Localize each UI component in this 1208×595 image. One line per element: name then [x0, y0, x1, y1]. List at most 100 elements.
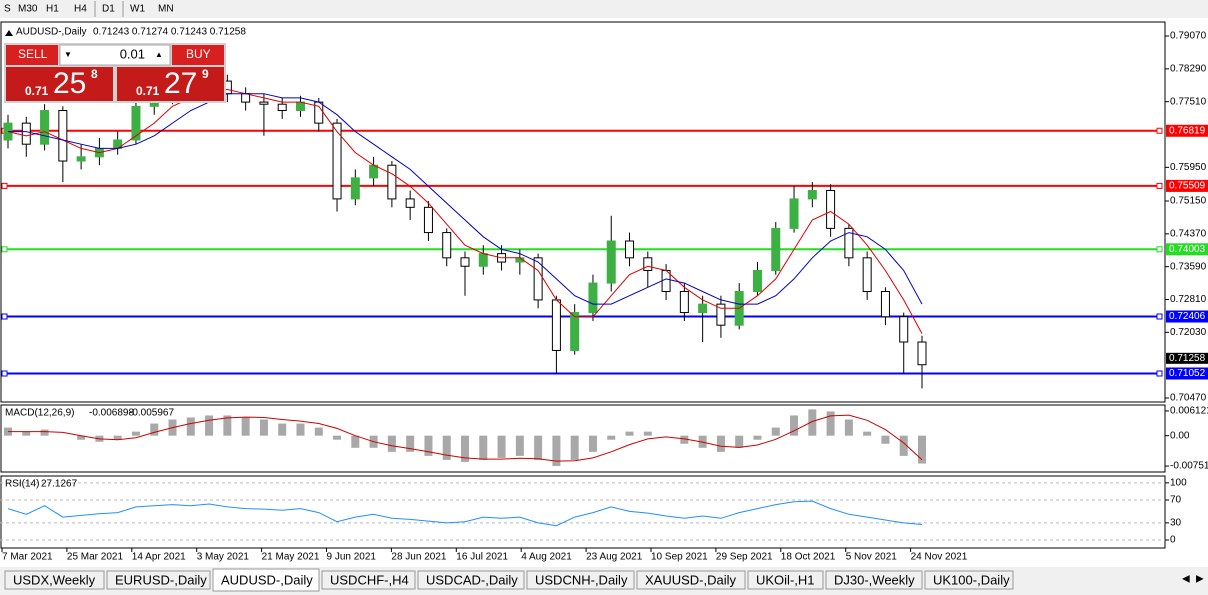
- lot-down[interactable]: ▼: [64, 50, 72, 59]
- level-price-box: [1166, 310, 1208, 323]
- timeframe-button[interactable]: W1: [130, 4, 145, 15]
- macd-bar: [515, 435, 524, 456]
- x-tick-label: 9 Jun 2021: [327, 552, 377, 563]
- y-tick-label: 0.00: [1170, 430, 1190, 441]
- macd-bar: [113, 435, 122, 440]
- macd-bar: [497, 435, 506, 458]
- y-tick-label: 0.72030: [1170, 327, 1207, 338]
- y-tick-label: 0.006121: [1170, 406, 1208, 417]
- buy-label[interactable]: BUY: [186, 47, 211, 61]
- candle-body: [350, 177, 360, 200]
- macd-bar: [790, 415, 799, 436]
- candle-body: [113, 139, 123, 149]
- y-tick-label: 30: [1170, 517, 1182, 528]
- current-price-label: 0.71258: [1169, 353, 1206, 364]
- candle-body: [241, 93, 251, 103]
- buy-button[interactable]: [172, 45, 224, 65]
- macd-bar: [406, 435, 415, 452]
- macd-bar: [899, 435, 908, 456]
- timeframe-button[interactable]: D1: [102, 4, 115, 15]
- tab-label[interactable]: UKOil-,H1: [756, 572, 815, 587]
- macd-bar: [918, 435, 926, 464]
- tab-label[interactable]: EURUSD-,Daily: [115, 572, 207, 587]
- price-pip: 8: [91, 67, 98, 81]
- scroll-left[interactable]: ◀: [1182, 574, 1190, 585]
- lot-up[interactable]: ▲: [155, 50, 163, 59]
- tab[interactable]: [747, 570, 824, 590]
- candle-body: [259, 101, 269, 105]
- candle-body: [844, 227, 854, 259]
- tab-label[interactable]: XAUUSD-,Daily: [645, 572, 737, 587]
- indicator-title: RSI(14): [5, 479, 39, 490]
- tab-label[interactable]: UK100-,Daily: [933, 572, 1010, 587]
- x-tick-label: 10 Sep 2021: [651, 552, 708, 563]
- level-handle: [1, 182, 8, 189]
- candle-body: [460, 257, 470, 267]
- timeframe-button[interactable]: H4: [74, 4, 87, 15]
- macd-bar: [826, 411, 835, 436]
- candle-body: [551, 299, 561, 351]
- sell-button[interactable]: [6, 45, 58, 65]
- candle-body: [21, 122, 31, 145]
- timeframe-button[interactable]: MN: [158, 4, 174, 15]
- tab-label[interactable]: USDCNH-,Daily: [535, 572, 628, 587]
- macd-bar: [442, 435, 451, 460]
- candle-body: [807, 189, 817, 200]
- timeframe-button[interactable]: H1: [46, 4, 59, 15]
- moving-average: [7, 89, 923, 334]
- x-tick-label: 14 Apr 2021: [132, 552, 186, 563]
- candle-body: [643, 257, 653, 271]
- level-handle: [1, 313, 8, 320]
- y-tick-label: 0.75150: [1170, 196, 1207, 207]
- tab[interactable]: [526, 570, 635, 590]
- x-tick-label: 24 Nov 2021: [911, 552, 968, 563]
- level-price-box: [1166, 243, 1208, 256]
- candle-body: [369, 164, 379, 179]
- tab[interactable]: [212, 568, 320, 592]
- y-tick-label: 0.72810: [1170, 294, 1207, 305]
- tab[interactable]: [321, 570, 416, 590]
- tab[interactable]: [106, 570, 211, 590]
- tab-label[interactable]: DJ30-,Weekly: [834, 572, 915, 587]
- candle-body: [387, 164, 397, 200]
- tab-label[interactable]: AUDUSD-,Daily: [221, 572, 313, 587]
- x-tick-label: 16 Jul 2021: [456, 552, 508, 563]
- lot-input[interactable]: [59, 44, 171, 66]
- candle-body: [588, 282, 598, 314]
- level-handle: [1156, 370, 1163, 377]
- y-tick-label: 0.79070: [1170, 31, 1207, 42]
- y-tick-label: 0: [1170, 535, 1176, 546]
- macd-bar: [223, 415, 232, 436]
- price-box[interactable]: [117, 67, 224, 101]
- candle-body: [625, 240, 635, 259]
- x-tick-label: 4 Aug 2021: [521, 552, 572, 563]
- scroll-right[interactable]: ▶: [1196, 574, 1204, 585]
- price-box[interactable]: [6, 67, 113, 101]
- tab-label[interactable]: USDCAD-,Daily: [426, 572, 518, 587]
- sell-label[interactable]: SELL: [18, 47, 48, 61]
- candle-body: [716, 303, 726, 326]
- level-handle: [1156, 182, 1163, 189]
- tab[interactable]: [825, 570, 923, 590]
- x-tick-label: 3 May 2021: [197, 552, 250, 563]
- tab[interactable]: [417, 570, 525, 590]
- candle-body: [698, 303, 708, 314]
- macd-bar: [387, 435, 396, 452]
- timeframe-button[interactable]: M30: [18, 4, 38, 15]
- candle-body: [917, 341, 927, 366]
- candle-body: [899, 316, 909, 343]
- level-price-box: [1166, 367, 1208, 380]
- timeframe-button[interactable]: S: [4, 4, 11, 15]
- tab[interactable]: [924, 570, 1014, 590]
- tab-label[interactable]: USDX,Weekly: [13, 572, 96, 587]
- tab-label[interactable]: USDCHF-,H4: [330, 572, 409, 587]
- signal-value: -0.005967: [129, 408, 174, 419]
- candle-body: [679, 291, 689, 314]
- tab[interactable]: [4, 570, 105, 590]
- level-price-label: 0.71052: [1169, 368, 1206, 379]
- y-tick-label: -0.007518: [1170, 461, 1208, 472]
- macd-bar: [570, 435, 579, 460]
- macd-bar: [753, 435, 762, 440]
- tab[interactable]: [636, 570, 746, 590]
